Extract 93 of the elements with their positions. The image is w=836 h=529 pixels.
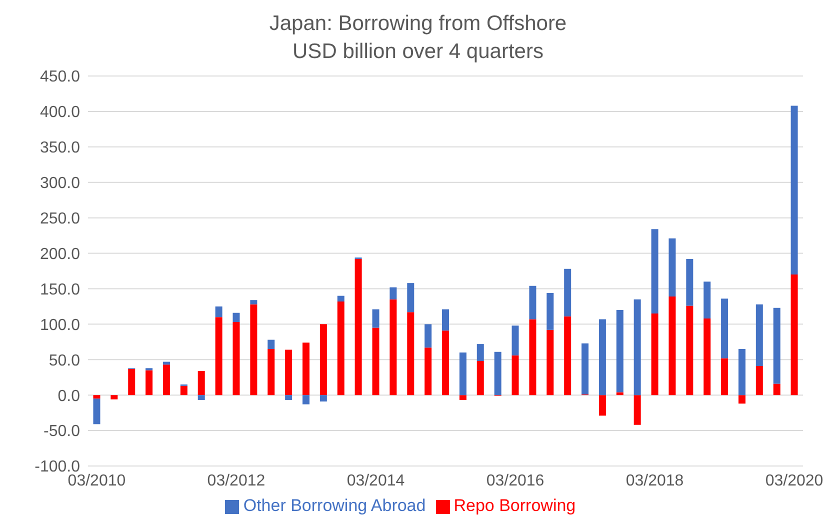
bar (756, 304, 763, 366)
bar (668, 238, 676, 297)
bar (668, 296, 676, 396)
legend-label: Repo Borrowing (454, 496, 576, 515)
bar (250, 300, 258, 304)
bar (268, 349, 275, 396)
bar (721, 298, 728, 358)
bar (634, 299, 641, 396)
bar (407, 283, 414, 312)
bar (337, 296, 344, 302)
bar (756, 366, 763, 396)
y-tick-label: 200.0 (40, 246, 80, 263)
bar (268, 340, 275, 349)
bar (704, 282, 711, 319)
y-tick-label: -50.0 (44, 423, 80, 440)
bar (704, 318, 711, 396)
y-tick-label: 150.0 (40, 281, 80, 298)
bar (564, 316, 572, 396)
bar (215, 317, 222, 396)
chart-subtitle: USD billion over 4 quarters (292, 39, 544, 65)
bar (686, 258, 694, 306)
bar (320, 324, 327, 396)
bar (390, 287, 397, 300)
bar (494, 352, 502, 396)
bar (582, 343, 589, 394)
x-tick-label: 03/2012 (207, 472, 266, 490)
bar (546, 292, 554, 330)
bar (285, 395, 292, 400)
bar (616, 310, 624, 392)
bar (651, 314, 658, 396)
bar (232, 322, 240, 396)
bar (529, 319, 536, 396)
bar (390, 299, 397, 396)
x-tick-label: 03/2014 (346, 472, 405, 490)
bar (686, 306, 694, 396)
bar (146, 370, 153, 396)
bar (198, 370, 205, 396)
bar (162, 364, 170, 396)
bar (407, 312, 414, 396)
legend-label: Other Borrowing Abroad (243, 496, 426, 515)
bar (337, 301, 344, 396)
bar (232, 312, 240, 322)
bar (128, 368, 136, 396)
y-tick-label: 100.0 (40, 316, 80, 334)
bar (320, 395, 327, 402)
bar (738, 395, 746, 404)
bar (459, 352, 466, 396)
x-tick-label: 03/2016 (486, 472, 544, 490)
y-tick-label: 0.0 (58, 388, 80, 405)
bar (442, 330, 450, 396)
x-tick-label: 03/2020 (765, 472, 824, 490)
bar (651, 229, 658, 314)
bar (564, 268, 572, 316)
y-tick-label: 400.0 (40, 104, 80, 122)
bar (790, 274, 798, 396)
bar (546, 330, 554, 396)
bar (442, 309, 450, 331)
bar (512, 355, 519, 396)
bar (459, 395, 466, 400)
bar (250, 304, 258, 396)
bar (773, 308, 780, 384)
bar (773, 384, 780, 396)
bar (790, 106, 798, 275)
y-tick-label: 450.0 (40, 68, 80, 86)
bar (354, 258, 362, 396)
bar (372, 309, 380, 328)
bar (110, 395, 118, 400)
bar (198, 395, 205, 400)
y-tick-label: 350.0 (40, 140, 80, 157)
x-tick-label: 03/2018 (626, 472, 684, 490)
bar (93, 398, 100, 424)
bar (302, 342, 310, 396)
bar (424, 324, 432, 348)
bar (476, 361, 484, 396)
y-tick-label: 250.0 (40, 210, 80, 228)
chart-title: Japan: Borrowing from Offshore (268, 11, 568, 37)
bar (424, 348, 432, 396)
bar (285, 350, 292, 396)
bar (180, 386, 188, 396)
bar (721, 358, 728, 396)
bar (93, 395, 100, 399)
bar (215, 306, 222, 318)
bar (372, 328, 380, 396)
y-tick-label: 300.0 (40, 175, 80, 192)
bar (512, 326, 519, 356)
y-tick-label: 50.0 (48, 352, 80, 370)
bar (598, 319, 606, 396)
bar (598, 395, 606, 416)
bar (476, 344, 484, 362)
bar (738, 349, 746, 396)
bar (634, 395, 641, 425)
bar (529, 286, 536, 320)
bar (302, 395, 310, 404)
